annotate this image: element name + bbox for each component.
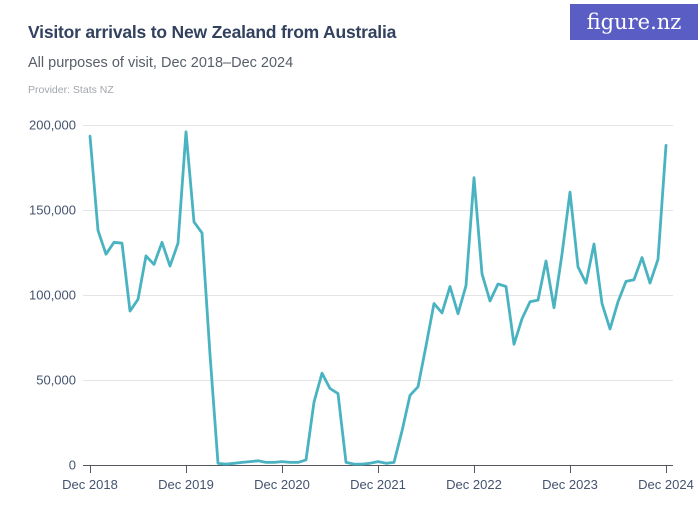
x-axis-tick-label: Dec 2023 <box>542 477 598 492</box>
figurenz-logo-text: figure.nz <box>586 10 682 34</box>
chart-subtitle: All purposes of visit, Dec 2018–Dec 2024 <box>28 55 294 71</box>
figurenz-logo[interactable]: figure.nz <box>570 4 698 40</box>
y-axis-tick-label: 50,000 <box>36 373 76 388</box>
visitor-arrivals-line <box>88 130 668 466</box>
page-title: Visitor arrivals to New Zealand from Aus… <box>28 22 397 42</box>
x-axis-tick-label: Dec 2018 <box>62 477 118 492</box>
y-axis-tick-label: 150,000 <box>29 203 76 218</box>
y-axis-tick-label: 200,000 <box>29 118 76 133</box>
x-axis-tick-label: Dec 2019 <box>158 477 214 492</box>
provider-label: Provider: Stats NZ <box>28 84 114 96</box>
x-axis-tick-label: Dec 2022 <box>446 477 502 492</box>
x-axis-tick-label: Dec 2021 <box>350 477 406 492</box>
chart-header: Visitor arrivals to New Zealand from Aus… <box>28 22 558 96</box>
x-axis-tick-label: Dec 2024 <box>638 477 694 492</box>
x-axis-tick-label: Dec 2020 <box>254 477 310 492</box>
y-axis-tick-label: 0 <box>69 458 76 473</box>
y-axis-tick-label: 100,000 <box>29 288 76 303</box>
